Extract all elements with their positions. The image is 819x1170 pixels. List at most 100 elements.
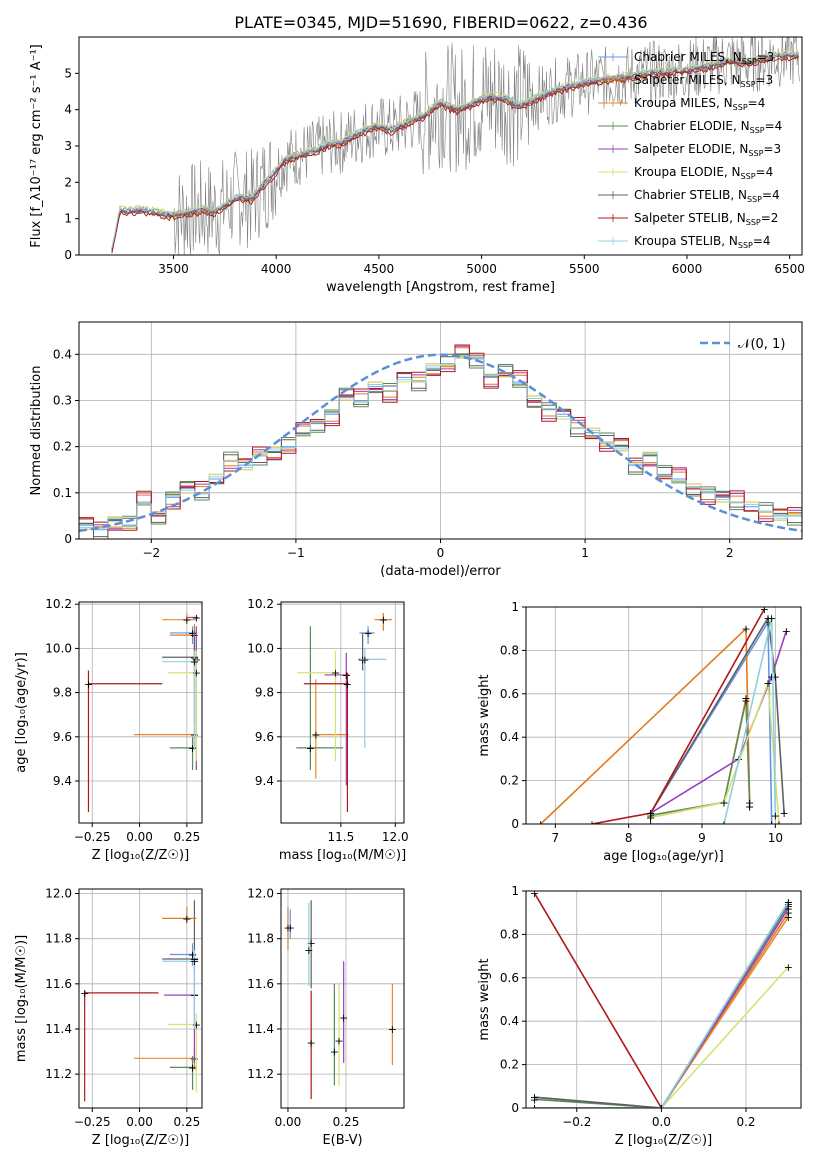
y-tick-label: 11.4: [247, 1022, 274, 1036]
x-tick-label: 0.25: [174, 830, 201, 844]
weight-line: [591, 608, 765, 824]
legend-entry-rest: =4: [765, 119, 783, 133]
weight-marker: +: [763, 612, 772, 625]
weight-marker: +: [767, 818, 776, 831]
legend-entry-rest: =4: [748, 96, 766, 110]
weight-marker: +: [530, 1102, 539, 1115]
y-tick-label: 0.8: [500, 643, 519, 657]
legend-entry: 𝒩(0, 1): [738, 337, 785, 352]
x-axis-label: wavelength [Angstrom, rest frame]: [326, 280, 555, 295]
legend-entry-rest: =3: [757, 50, 775, 64]
x-tick-label: −0.25: [74, 1115, 111, 1129]
subscript: SSP: [742, 57, 757, 66]
weight-marker: +: [646, 811, 655, 824]
weight-marker: +: [741, 694, 750, 707]
plot-area: ++++++++++++++++++++++++++++++ +++: [536, 607, 791, 831]
marker: +: [182, 614, 191, 627]
axes-frame: [525, 890, 802, 1109]
marker: +: [304, 944, 313, 957]
weight-line: [534, 907, 789, 1108]
legend-entry: Salpeter ELODIE, NSSP=3: [634, 142, 781, 158]
marker: +: [182, 912, 191, 925]
x-tick-label: 7: [552, 831, 560, 845]
legend-entry-rest: =3: [763, 142, 781, 156]
weight-marker: +: [719, 796, 728, 809]
weight-line: [650, 682, 780, 824]
weight-marker: +: [646, 818, 655, 831]
x-axis-label: Z [log₁₀(Z/Z☉)]: [92, 848, 189, 863]
weight-marker: +: [741, 692, 750, 705]
subscript: SSP: [750, 126, 765, 135]
weight-marker: +: [784, 902, 793, 915]
x-tick-label: 10: [768, 831, 783, 845]
weight-marker: +: [784, 900, 793, 913]
axes-frame: [280, 601, 405, 824]
marker: +: [307, 937, 316, 950]
y-tick-label: 2: [64, 175, 72, 189]
plot-area: +++++++++: [296, 613, 393, 812]
plot-area: [79, 344, 802, 539]
subscript: SSP: [738, 241, 753, 250]
marker: +: [342, 669, 351, 682]
subscript: SSP: [747, 195, 762, 204]
panel-residual-histogram: 𝒩(0, 1) −2 −1 0 1 2 0 0.1 0.2 0.3 0.4 (data-model)/…: [29, 321, 803, 579]
y-tick-label: 0.6: [500, 971, 519, 985]
legend-entry-rest: =4: [762, 188, 780, 202]
marker: +: [286, 921, 295, 934]
weight-marker: +: [530, 1091, 539, 1104]
y-tick-label: 11.6: [45, 977, 72, 991]
figure-title: PLATE=0345, MJD=51690, FIBERID=0622, z=0…: [234, 13, 647, 32]
panel-Z-mass: +++++++++ −0.25 0.00 0.25 11.2 11.4 11.6 11.8 12…: [14, 887, 203, 1148]
legend-entry-rest: =2: [761, 211, 779, 225]
weight-marker: +: [780, 807, 789, 820]
subscript: SSP: [746, 218, 761, 227]
weight-marker: +: [646, 807, 655, 820]
y-tick-label: 0.4: [500, 1014, 519, 1028]
y-tick-label: 0.2: [53, 440, 72, 454]
x-tick-label: 6500: [774, 262, 805, 276]
marker: +: [84, 678, 93, 691]
marker: +: [283, 921, 292, 934]
plot-area: ++++ +++ ++++++ +++ ++++++++ ++: [530, 887, 793, 1115]
weight-marker: +: [784, 896, 793, 909]
y-axis-label: mass [log₁₀(M/M☉)]: [14, 935, 29, 1062]
weight-marker: +: [530, 1102, 539, 1115]
marker: +: [188, 742, 197, 755]
subscript: SSP: [741, 172, 756, 181]
weight-line: [540, 626, 751, 824]
weight-marker: +: [741, 623, 750, 636]
weight-marker: +: [530, 1093, 539, 1106]
plot-area: +++++++++: [80, 900, 201, 1102]
marker: +: [188, 948, 197, 961]
y-tick-label: 11.2: [45, 1067, 72, 1081]
x-axis-label: Z [log₁₀(Z/Z☉)]: [92, 1133, 189, 1148]
weight-marker: +: [745, 796, 754, 809]
y-tick-label: 0.6: [500, 687, 519, 701]
weight-marker: +: [745, 801, 754, 814]
legend-entry-rest: =3: [756, 73, 774, 87]
legend-entry: Kroupa ELODIE, NSSP=4: [634, 165, 773, 181]
weight-line: [650, 615, 785, 814]
x-axis-label: (data-model)/error: [380, 564, 501, 579]
weight-marker: +: [745, 801, 754, 814]
y-tick-label: 10.0: [45, 641, 72, 655]
x-tick-label: 0.25: [174, 1115, 201, 1129]
axes-frame: [280, 888, 405, 1109]
weight-line: [650, 700, 751, 817]
y-tick-label: 9.4: [53, 774, 72, 788]
marker: +: [334, 1034, 343, 1047]
weight-marker: +: [530, 887, 539, 900]
plot-area: +++++++++++: [84, 611, 201, 812]
axes-frame: [525, 606, 802, 825]
x-axis-label: mass [log₁₀(M/M☉)]: [279, 848, 406, 863]
legend-entry-rest: =4: [753, 234, 771, 248]
weight-marker: +: [657, 1102, 666, 1115]
marker: +: [190, 955, 199, 968]
weight-marker: +: [657, 1102, 666, 1115]
subscript: SSP: [748, 149, 763, 158]
x-tick-label: 0.2: [736, 1115, 755, 1129]
marker: +: [388, 1023, 397, 1036]
weight-marker: +: [657, 1102, 666, 1115]
x-tick-label: 4000: [261, 262, 292, 276]
x-tick-label: −0.2: [562, 1115, 591, 1129]
